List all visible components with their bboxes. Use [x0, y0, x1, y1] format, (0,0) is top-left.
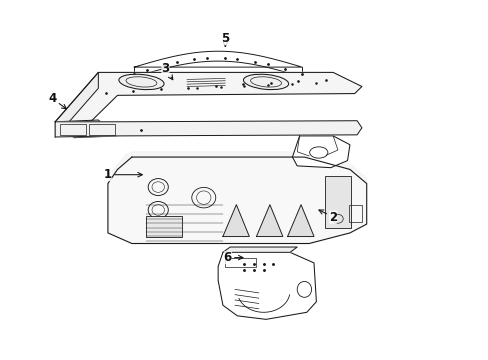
Polygon shape [55, 120, 117, 138]
Text: 6: 6 [223, 251, 243, 264]
Polygon shape [218, 252, 316, 319]
Polygon shape [256, 205, 282, 237]
Bar [89, 124, 115, 135]
Polygon shape [55, 72, 98, 138]
Polygon shape [292, 136, 349, 168]
Text: 4: 4 [49, 93, 66, 109]
Bar [348, 206, 362, 222]
Polygon shape [55, 72, 361, 138]
Polygon shape [134, 51, 302, 77]
Bar [225, 258, 256, 267]
Polygon shape [223, 247, 297, 252]
Text: 5: 5 [221, 32, 229, 46]
Ellipse shape [243, 74, 288, 90]
Bar [146, 216, 182, 237]
Bar [60, 124, 86, 135]
Polygon shape [223, 205, 249, 237]
Text: 2: 2 [318, 210, 337, 224]
Text: 1: 1 [103, 168, 142, 181]
Ellipse shape [119, 74, 163, 90]
Polygon shape [287, 205, 313, 237]
Polygon shape [108, 152, 366, 184]
Polygon shape [108, 157, 366, 243]
Bar [325, 176, 351, 228]
Polygon shape [55, 121, 361, 137]
Text: 3: 3 [161, 62, 172, 80]
